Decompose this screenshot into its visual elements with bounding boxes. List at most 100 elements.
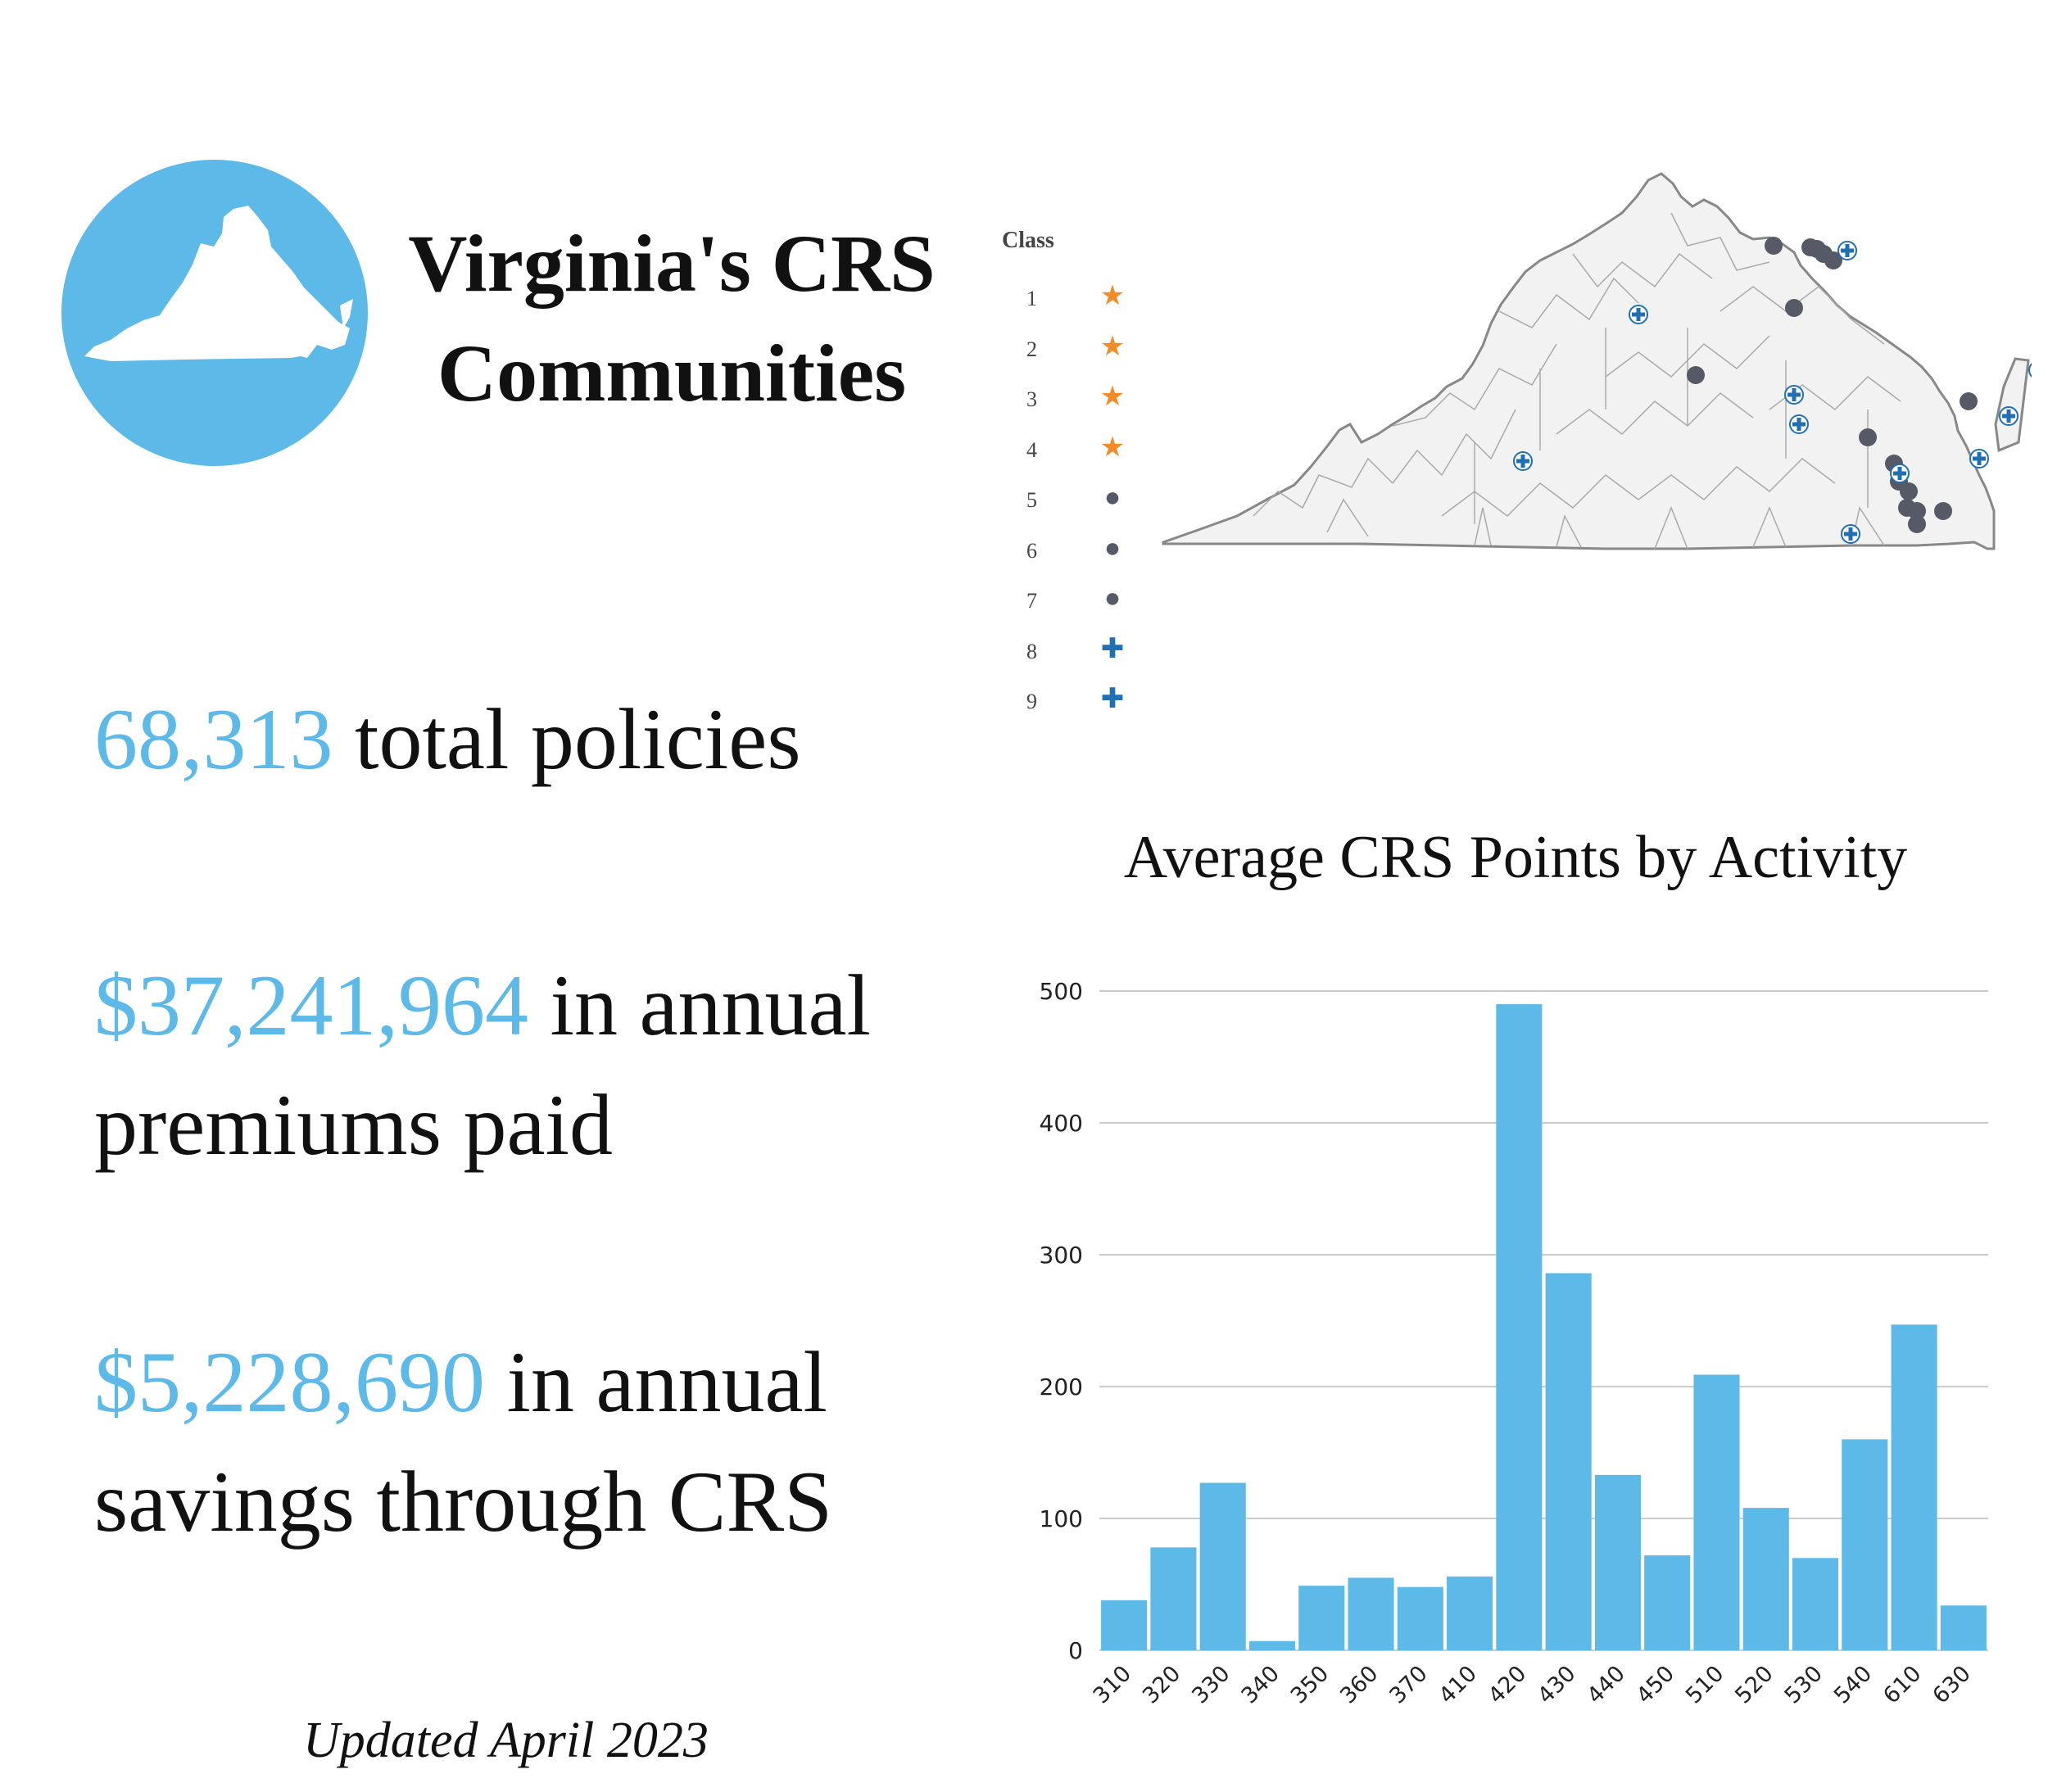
stat-number: $37,241,964 <box>94 957 528 1053</box>
class-marker-dot <box>1687 366 1705 384</box>
page-title: Virginia's CRS Communities <box>377 209 967 428</box>
legend-class-label: 2 <box>1026 337 1037 361</box>
bar-540 <box>1842 1439 1888 1650</box>
x-tick-label: 360 <box>1335 1661 1383 1708</box>
bar-510 <box>1693 1374 1740 1650</box>
class-marker-dot <box>1824 251 1842 269</box>
bar-520 <box>1742 1508 1789 1650</box>
y-tick-label: 300 <box>1040 1242 1083 1269</box>
class-marker-dot <box>1908 515 1926 533</box>
cross-icon: ✚ <box>1100 684 1125 714</box>
title-line-1: Virginia's CRS <box>408 218 936 309</box>
class-marker-cross <box>1629 305 1648 324</box>
stat-text: in annual premiums paid <box>94 957 871 1173</box>
legend-class-label: 4 <box>1026 437 1037 462</box>
x-tick-label: 420 <box>1484 1661 1531 1708</box>
star-icon: ★ <box>1099 382 1126 412</box>
community-markers <box>1513 237 2032 544</box>
legend-class-label: 8 <box>1026 639 1037 663</box>
x-tick-label: 530 <box>1780 1661 1828 1708</box>
x-tick-label: 630 <box>1928 1661 1975 1708</box>
bar-310 <box>1101 1600 1148 1650</box>
x-tick-label: 610 <box>1878 1661 1926 1708</box>
x-axis-ticks: 310 320 330 340 350 360 370 410 420 430 440 450 510 5… <box>1089 1661 1976 1708</box>
class-marker-cross <box>1789 414 1809 434</box>
class-marker-dot <box>1960 392 1978 410</box>
x-tick-label: 410 <box>1434 1661 1482 1708</box>
y-tick-label: 400 <box>1040 1110 1083 1137</box>
bar-530 <box>1792 1558 1839 1650</box>
stat-total-policies: 68,313 total policies <box>94 680 801 799</box>
bar-450 <box>1644 1555 1691 1650</box>
bar-350 <box>1298 1586 1345 1650</box>
x-tick-label: 310 <box>1089 1661 1136 1708</box>
legend-class-label: 9 <box>1026 690 1037 713</box>
virginia-silhouette-icon <box>84 206 353 361</box>
bar-630 <box>1940 1605 1987 1650</box>
x-tick-label: 540 <box>1829 1661 1877 1708</box>
virginia-state-shape <box>1162 172 2030 550</box>
stat-annual-premiums: $37,241,964 in annual premiums paid <box>94 946 963 1185</box>
legend-class-label: 7 <box>1026 589 1037 613</box>
stat-number: $5,228,690 <box>94 1334 485 1430</box>
x-tick-label: 440 <box>1582 1661 1629 1708</box>
legend-class-label: 6 <box>1026 538 1037 563</box>
legend-class-label: 1 <box>1026 287 1037 310</box>
x-tick-label: 340 <box>1237 1661 1285 1708</box>
y-tick-label: 500 <box>1040 978 1083 1005</box>
class-marker-dot <box>1765 237 1783 255</box>
updated-date: Updated April 2023 <box>303 1713 709 1768</box>
bar-440 <box>1594 1474 1641 1650</box>
x-tick-label: 320 <box>1138 1661 1185 1708</box>
stat-text: total policies <box>333 691 801 787</box>
x-tick-label: 330 <box>1187 1661 1235 1708</box>
stat-annual-savings: $5,228,690 in annual savings through CRS <box>94 1323 963 1562</box>
class-marker-dot <box>1859 428 1877 446</box>
class-marker-cross <box>1841 524 1860 544</box>
class-marker-cross <box>1784 385 1804 405</box>
y-tick-label: 200 <box>1040 1373 1083 1401</box>
bar-320 <box>1150 1547 1197 1650</box>
bar-610 <box>1891 1324 1937 1650</box>
class-marker-cross <box>2028 363 2032 378</box>
class-marker-cross <box>1837 241 1857 260</box>
star-icon: ★ <box>1099 432 1126 463</box>
bar-370 <box>1397 1586 1443 1650</box>
cross-icon: ✚ <box>1100 633 1125 664</box>
star-icon: ★ <box>1099 331 1126 362</box>
bar-340 <box>1248 1640 1296 1650</box>
dot-icon: ● <box>1103 482 1121 513</box>
virginia-logo-circle <box>61 160 368 466</box>
y-tick-label: 0 <box>1068 1637 1083 1664</box>
class-marker-dot <box>1900 482 1918 500</box>
virginia-map <box>1162 172 2032 550</box>
title-line-2: Communities <box>437 328 907 419</box>
star-icon: ★ <box>1099 281 1126 311</box>
dot-icon: ● <box>1103 583 1121 613</box>
bar-360 <box>1348 1577 1394 1650</box>
bar-chart: 0 100 200 300 400 500 310 320 330 340 350 360 370 41… <box>1040 978 1988 1708</box>
class-marker-cross <box>1513 451 1533 471</box>
class-marker-dot <box>1908 502 1926 520</box>
chart-gridlines <box>1099 990 1988 1651</box>
bar-430 <box>1545 1273 1592 1650</box>
bar-420 <box>1496 1004 1543 1650</box>
legend-class-label: 3 <box>1026 387 1037 411</box>
x-tick-label: 350 <box>1286 1661 1334 1708</box>
bar-330 <box>1199 1482 1246 1650</box>
x-tick-label: 450 <box>1632 1661 1679 1708</box>
bar-410 <box>1447 1576 1493 1650</box>
stat-number: 68,313 <box>94 691 333 787</box>
class-marker-dot <box>1934 502 1952 520</box>
x-tick-label: 430 <box>1533 1661 1580 1708</box>
legend-class-label: 5 <box>1026 488 1037 512</box>
y-tick-label: 100 <box>1040 1505 1083 1532</box>
x-tick-label: 520 <box>1730 1661 1778 1708</box>
y-axis-ticks: 0 100 200 300 400 500 <box>1040 978 1083 1664</box>
chart-bars <box>1101 1004 1987 1650</box>
x-tick-label: 510 <box>1681 1661 1729 1708</box>
class-marker-cross <box>1969 449 1989 468</box>
dot-icon: ● <box>1103 532 1121 563</box>
county-borders <box>1253 212 1901 550</box>
x-tick-label: 370 <box>1384 1661 1432 1708</box>
